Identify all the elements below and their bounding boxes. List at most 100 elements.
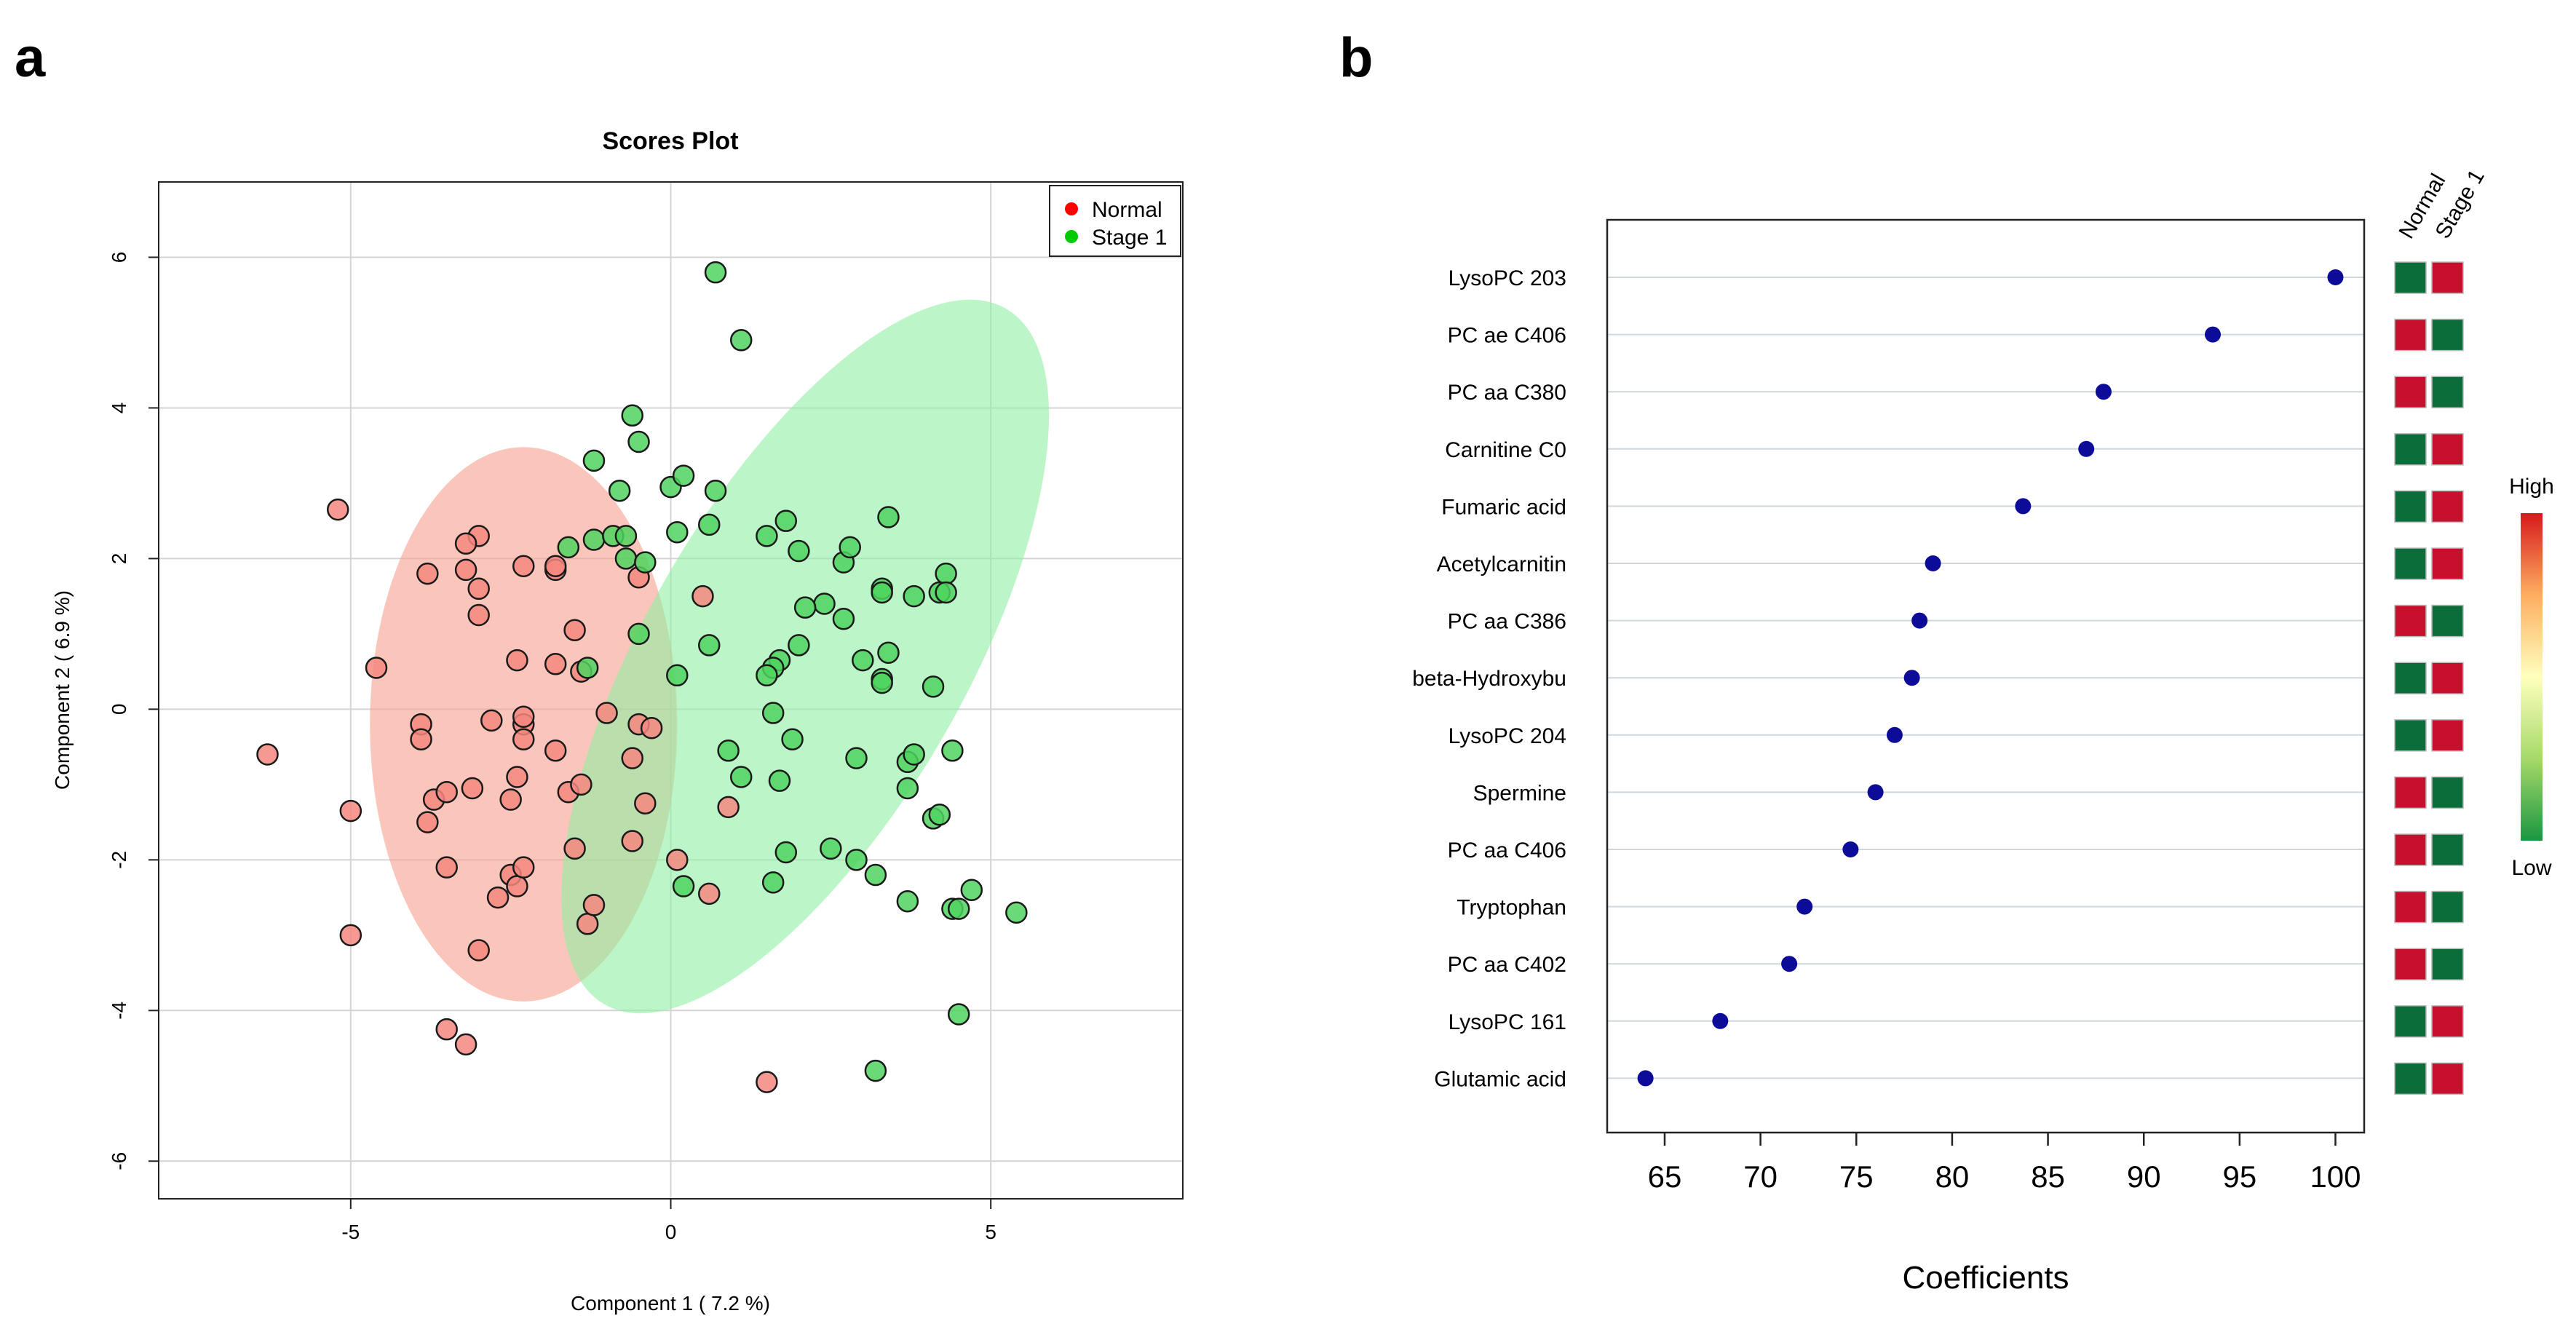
x-axis-title: Component 1 ( 7.2 %) (571, 1292, 770, 1315)
heatmap-cell (2431, 1062, 2464, 1095)
feature-label: PC aa C402 (1448, 953, 1566, 977)
feature-label: PC ae C406 (1448, 324, 1566, 348)
heatmap-cell (2394, 604, 2427, 638)
point-normal (499, 788, 522, 811)
heatmap-cell (2431, 261, 2464, 294)
legend-label-normal: Normal (1092, 198, 1162, 222)
point-stage-1 (621, 404, 643, 427)
legend: Normal Stage 1 (1049, 185, 1181, 257)
coefficient-dot (1842, 841, 1859, 857)
coefficient-dot (2205, 326, 2221, 343)
feature-label: LysoPC 203 (1448, 266, 1566, 290)
point-stage-1 (614, 547, 638, 570)
x-tick-label: 80 (1935, 1159, 1970, 1194)
point-stage-1 (896, 777, 919, 800)
colorbar-high-label: High (2509, 475, 2554, 499)
point-stage-1 (781, 728, 804, 751)
heatmap-cell (2431, 776, 2464, 809)
point-stage-1 (839, 536, 861, 559)
heatmap-cell (2431, 948, 2464, 980)
point-normal (454, 532, 477, 555)
heatmap-cell (2431, 662, 2464, 694)
point-normal (467, 939, 490, 962)
feature-label: LysoPC 161 (1448, 1010, 1566, 1034)
point-normal (666, 849, 689, 871)
point-stage-1 (928, 803, 951, 826)
feature-label: Spermine (1473, 781, 1566, 805)
point-normal (339, 924, 362, 947)
point-normal (544, 555, 567, 578)
coefficient-dot (1867, 784, 1884, 801)
point-stage-1 (666, 520, 689, 544)
point-normal (717, 796, 740, 819)
point-stage-1 (729, 329, 753, 352)
point-stage-1 (871, 581, 893, 604)
point-stage-1 (903, 584, 925, 608)
heatmap-cell (2431, 318, 2464, 352)
heatmap-cell (2394, 1005, 2427, 1038)
y-tick-label: 0 (108, 704, 130, 715)
colorbar-low-label: Low (2511, 856, 2551, 880)
point-stage-1 (756, 525, 778, 547)
point-normal (570, 773, 593, 796)
point-stage-1 (672, 875, 695, 897)
feature-labels: LysoPC 203 PC ae C406 PC aa C380 Carnitine … (1412, 266, 1566, 1091)
x-tick-label: 65 (1648, 1159, 1682, 1194)
heatmap-cell (2431, 433, 2464, 466)
point-normal (416, 811, 439, 833)
point-stage-1 (634, 551, 657, 574)
coefficient-plot-ticks: 65 70 75 80 85 90 95 100 (1648, 1133, 2361, 1194)
feature-label: Glutamic acid (1434, 1067, 1566, 1091)
heatmap-cell (2431, 490, 2464, 523)
point-normal (544, 653, 567, 675)
point-stage-1 (704, 261, 727, 284)
point-stage-1 (864, 863, 887, 887)
heatmap-cell (2394, 318, 2427, 352)
y-tick-label: 4 (108, 403, 130, 414)
feature-label: beta-Hydroxybu (1412, 667, 1566, 691)
point-stage-1 (608, 480, 631, 502)
point-stage-1 (941, 740, 964, 762)
coefficient-plot-frame (1606, 218, 2366, 1134)
coefficient-dot (1796, 898, 1813, 915)
scores-plot-points (256, 261, 1028, 1093)
point-stage-1 (947, 897, 970, 920)
point-normal (435, 1018, 458, 1041)
point-stage-1 (788, 539, 810, 563)
heatmap-cell (2394, 662, 2427, 694)
coefficient-plot: LysoPC 203 PC ae C406 PC aa C380 Carnitine … (1412, 165, 2554, 1296)
heatmap-cell (2394, 776, 2427, 809)
point-stage-1 (935, 581, 957, 604)
point-stage-1 (922, 675, 945, 698)
x-tick-label: 95 (2223, 1159, 2257, 1194)
point-stage-1 (793, 596, 817, 619)
point-stage-1 (672, 464, 695, 487)
y-tick-label: -2 (108, 851, 130, 869)
point-stage-1 (774, 510, 798, 532)
heatmap-cell (2394, 376, 2427, 408)
point-stage-1 (820, 837, 842, 860)
heatmap-cell (2394, 719, 2427, 752)
x-tick-label: 5 (985, 1221, 996, 1243)
point-normal (410, 728, 432, 751)
point-stage-1 (666, 664, 689, 687)
feature-label: Tryptophan (1457, 896, 1566, 920)
scores-plot: Scores Plot -5 0 5 -6 -4 -2 0 2 4 6 Component 1 (… (51, 127, 1184, 1315)
coefficient-dot (1886, 726, 1903, 743)
colorbar (2521, 513, 2543, 841)
point-stage-1 (774, 841, 798, 864)
coefficient-dot (2015, 498, 2032, 515)
point-stage-1 (1005, 901, 1028, 924)
feature-label: Carnitine C0 (1445, 438, 1566, 462)
point-normal (576, 913, 599, 935)
coefficient-plot-gridlines (1607, 277, 2364, 1079)
point-stage-1 (557, 536, 580, 559)
point-stage-1 (698, 634, 721, 657)
point-stage-1 (698, 513, 721, 536)
x-tick-label: 75 (1839, 1159, 1874, 1194)
point-stage-1 (582, 528, 606, 551)
point-stage-1 (935, 562, 957, 585)
coefficients-axis-title: Coefficients (1902, 1260, 2069, 1296)
point-stage-1 (729, 766, 753, 788)
point-normal (339, 799, 362, 822)
